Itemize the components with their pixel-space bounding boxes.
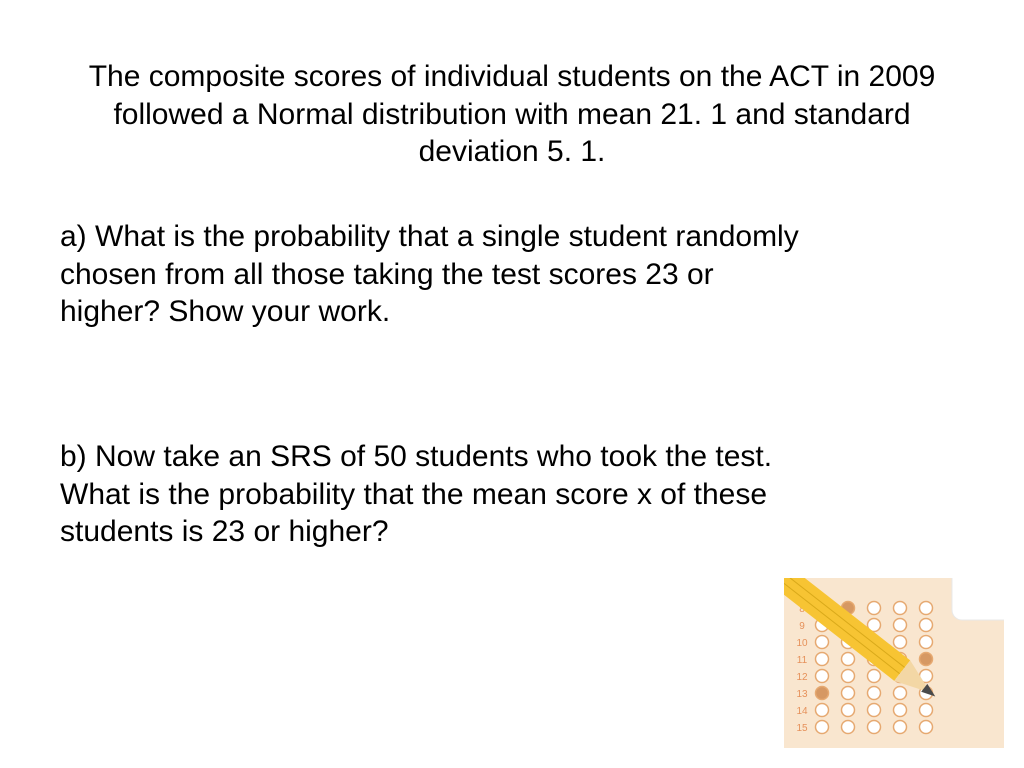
slide: The composite scores of individual stude…: [0, 0, 1024, 768]
question-a: a) What is the probability that a single…: [60, 218, 820, 331]
svg-text:13: 13: [796, 689, 808, 700]
svg-text:10: 10: [796, 638, 808, 649]
scantron-illustration: 89101112131415: [784, 578, 1004, 748]
svg-text:12: 12: [796, 672, 808, 683]
svg-text:11: 11: [797, 655, 808, 666]
slide-title: The composite scores of individual stude…: [60, 58, 964, 171]
svg-text:15: 15: [796, 723, 808, 734]
question-b: b) Now take an SRS of 50 students who to…: [60, 438, 820, 551]
svg-text:14: 14: [796, 706, 808, 717]
svg-text:9: 9: [799, 621, 805, 632]
